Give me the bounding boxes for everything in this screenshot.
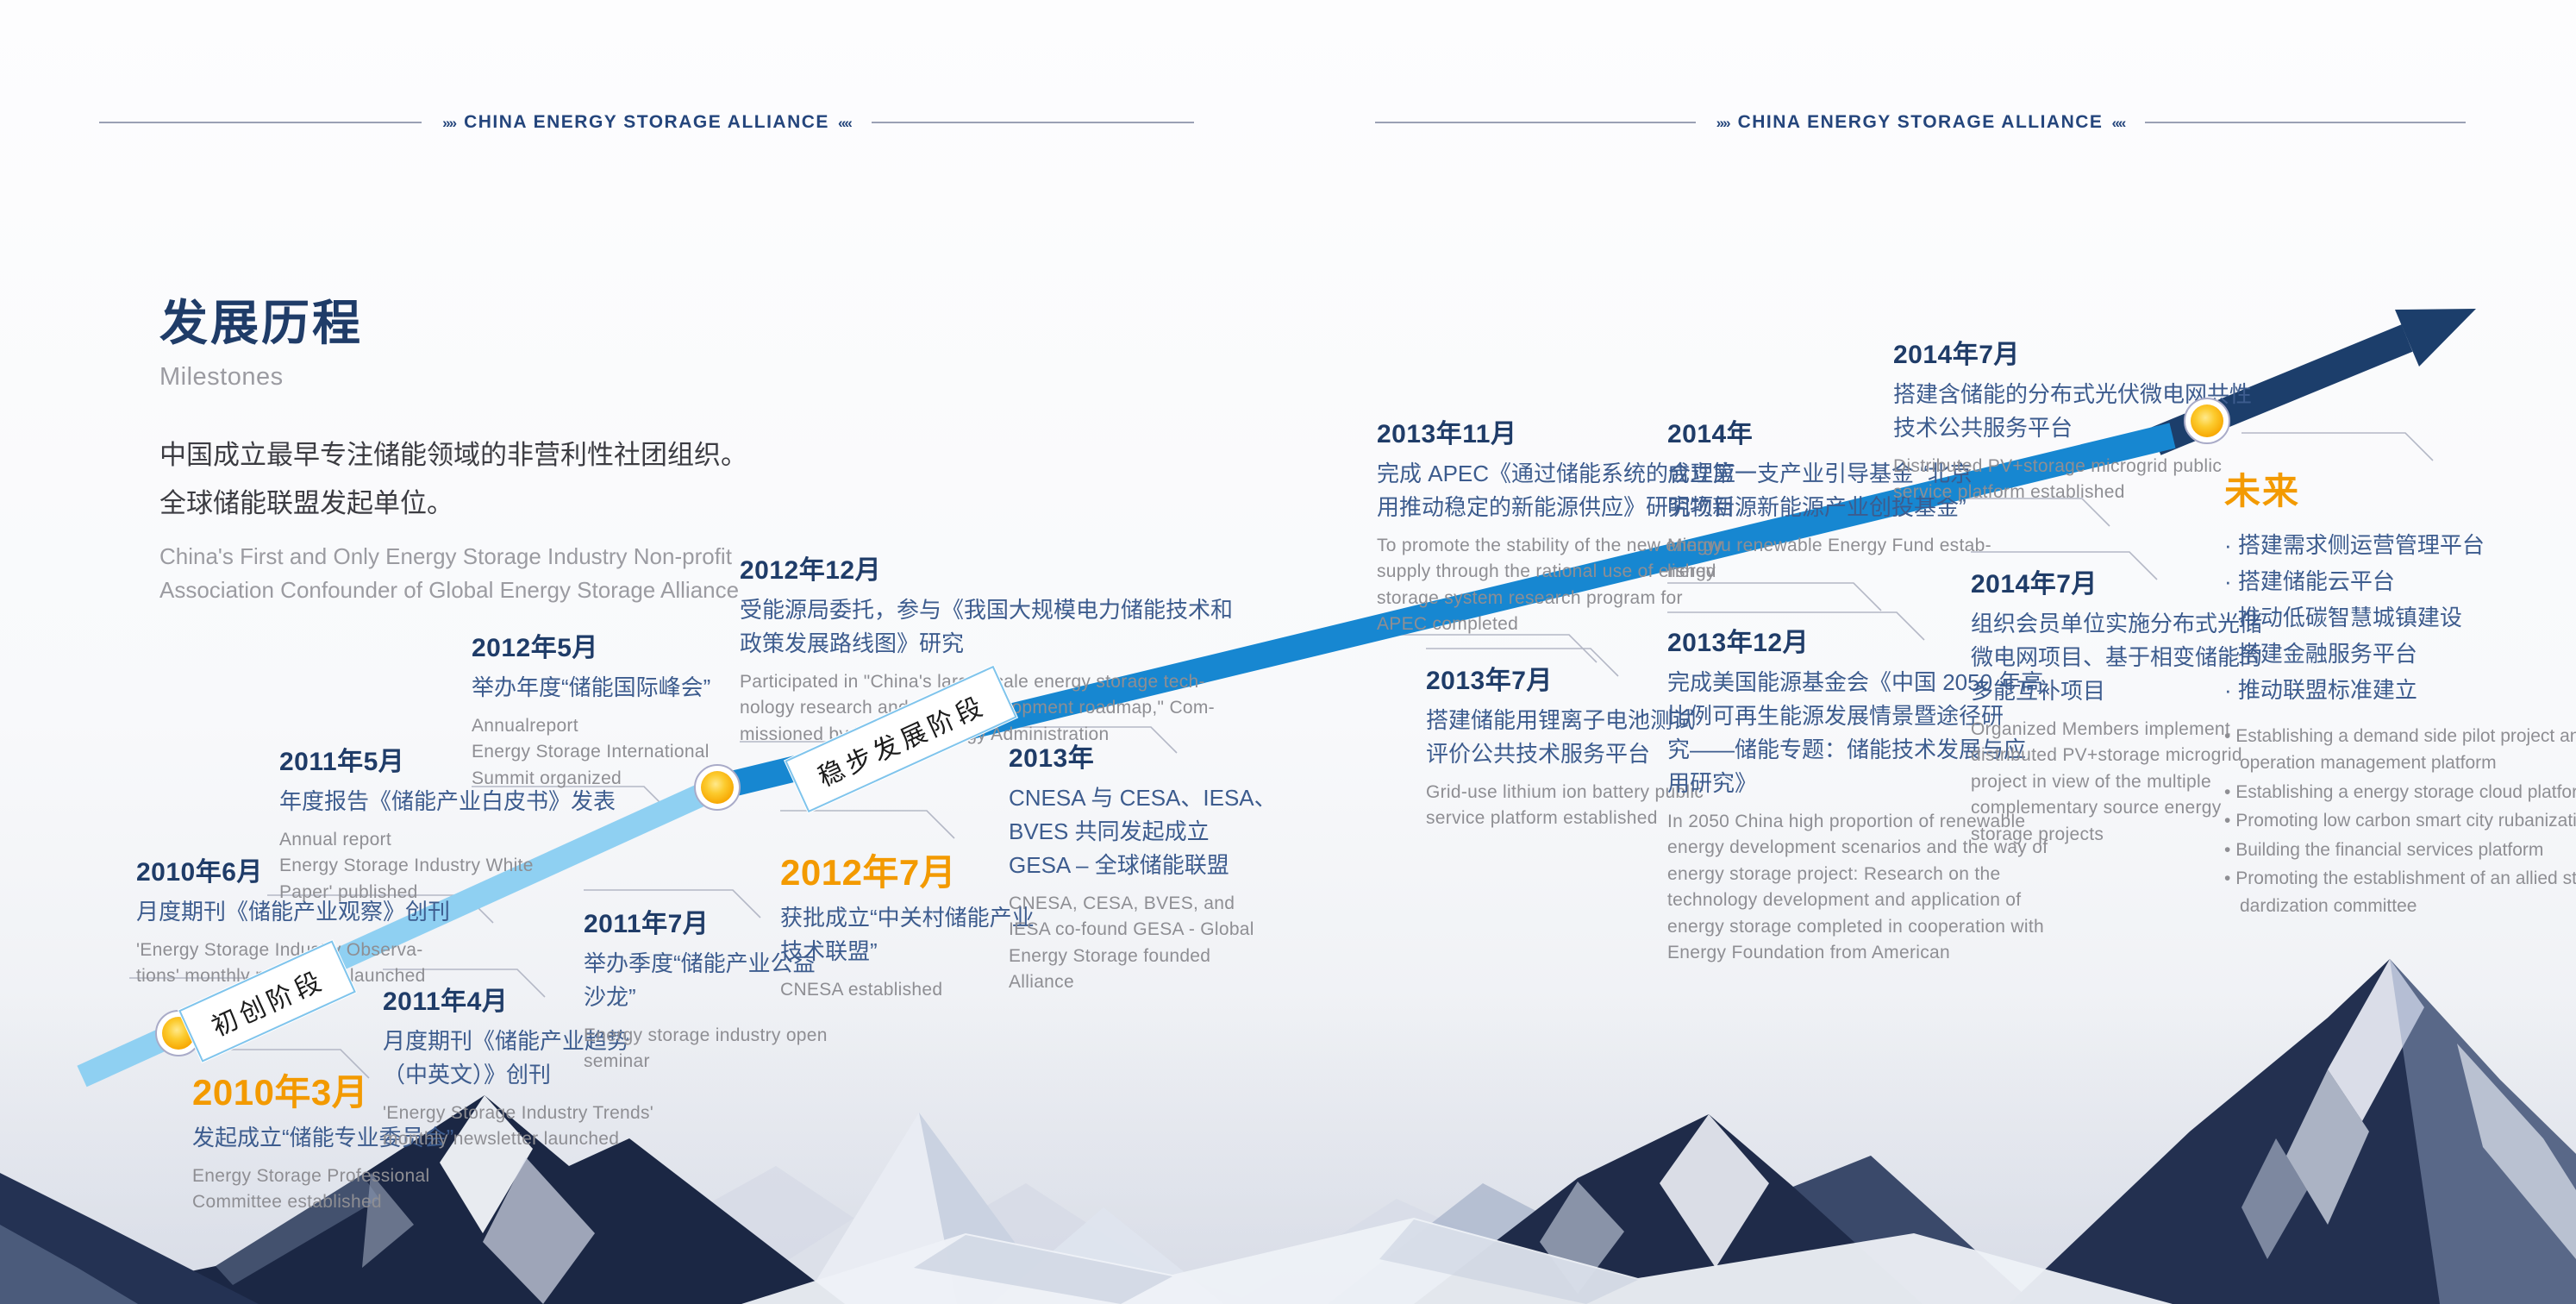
- milestone-en: CNESA established: [780, 980, 943, 1000]
- milestone-zh: 年度报告《储能产业白皮书》发表: [279, 788, 616, 814]
- milestone-en: 'Energy Storage Industry Trends' monthly…: [383, 1103, 654, 1150]
- milestone-2013-07: 2013年7月 搭建储能用锂离子电池测试 评价公共技术服务平台 Grid-use…: [1426, 659, 1754, 832]
- milestone-en: Annual report Energy Storage Industry Wh…: [279, 830, 534, 902]
- chevrons-left-icon: ««: [837, 115, 853, 131]
- chevrons-left-icon: ««: [2111, 115, 2126, 131]
- future-item: Promoting the establishment of an allied…: [2224, 865, 2576, 919]
- milestone-future: 未来 搭建需求侧运营管理平台 搭建储能云平台 推动低碳智慧城镇建设 搭建金融服务…: [2224, 462, 2576, 921]
- milestone-en: Mingwu renewable Energy Fund estab- lish…: [1667, 536, 1991, 582]
- milestone-en: Annualreport Energy Storage Internationa…: [472, 716, 710, 788]
- chevrons-right-icon: »»: [1716, 115, 1731, 131]
- header-rule: [2145, 122, 2466, 123]
- milestone-date: 2013年7月: [1426, 667, 1553, 695]
- milestone-zh: 搭建储能用锂离子电池测试 评价公共技术服务平台: [1426, 707, 1696, 767]
- milestone-date: 2011年5月: [279, 748, 405, 776]
- milestone-date: 2013年: [1009, 744, 1095, 773]
- page-subtitle: Milestones: [159, 363, 284, 391]
- milestone-2010-03: 2010年3月 发起成立“储能专业委员会” Energy Storage Pro…: [192, 1063, 520, 1216]
- milestone-date: 2014年: [1667, 420, 1754, 448]
- milestone-2013-12: 2013年12月 完成美国能源基金会《中国 2050 年高 比例可再生能源发展情…: [1667, 621, 2073, 967]
- milestone-en: Organized Members implement distributed …: [1971, 719, 2242, 844]
- future-title: 未来: [2224, 471, 2301, 511]
- future-item: Establishing a demand side pilot project…: [2224, 723, 2576, 777]
- milestone-zh: CNESA 与 CESA、IESA、 BVES 共同发起成立 GESA – 全球…: [1009, 785, 1277, 878]
- future-item: 推动低碳智慧城镇建设: [2224, 599, 2576, 636]
- future-zh-list: 搭建需求侧运营管理平台 搭建储能云平台 推动低碳智慧城镇建设 搭建金融服务平台 …: [2224, 527, 2576, 709]
- milestone-date: 2013年11月: [1377, 420, 1517, 448]
- milestone-zh: 发起成立“储能专业委员会”: [192, 1125, 454, 1150]
- milestone-date: 2014年7月: [1893, 341, 2020, 369]
- chevrons-right-icon: »»: [442, 115, 457, 131]
- milestone-date: 2010年3月: [192, 1072, 369, 1113]
- intro-block: 中国成立最早专注储能领域的非营利性社团组织。 全球储能联盟发起单位。 China…: [159, 431, 979, 607]
- future-item: 搭建需求侧运营管理平台: [2224, 527, 2576, 563]
- milestone-zh: 完成美国能源基金会《中国 2050 年高 比例可再生能源发展情景暨途径研 究——…: [1667, 669, 2044, 796]
- milestone-date: 2010年6月: [136, 858, 263, 887]
- milestone-2011-05: 2011年5月 年度报告《储能产业白皮书》发表 Annual report En…: [279, 740, 650, 906]
- milestone-2011-07: 2011年7月 举办季度“储能产业公益 沙龙” Energy storage i…: [584, 902, 877, 1075]
- milestone-zh: 举办年度“储能国际峰会”: [472, 674, 711, 700]
- page-title: 发展历程: [159, 296, 363, 350]
- page-title-block: 发展历程 Milestones: [159, 285, 363, 392]
- milestone-zh: 月度期刊《储能产业观察》创刊: [136, 899, 451, 925]
- future-item: Building the financial services platform: [2224, 837, 2576, 864]
- milestone-en: Distributed PV+storage microgrid public …: [1893, 456, 2223, 503]
- milestone-date: 2012年7月: [780, 852, 957, 893]
- foreground-snowfield: [741, 1218, 2173, 1304]
- arrowhead-icon: [2395, 309, 2476, 367]
- milestone-2012-07: 2012年7月 获批成立“中关村储能产业 技术联盟” CNESA establi…: [780, 843, 1073, 1003]
- milestone-2010-06: 2010年6月 月度期刊《储能产业观察》创刊 'Energy Storage I…: [136, 850, 481, 990]
- milestone-2013: 2013年 CNESA 与 CESA、IESA、 BVES 共同发起成立 GES…: [1009, 737, 1293, 996]
- future-item: 推动联盟标准建立: [2224, 672, 2576, 708]
- intro-zh: 中国成立最早专注储能领域的非营利性社团组织。 全球储能联盟发起单位。: [159, 440, 747, 518]
- milestone-en: In 2050 China high proportion of renewab…: [1667, 812, 2048, 963]
- milestone-zh: 搭建含储能的分布式光伏微电网共性 技术公共服务平台: [1893, 381, 2253, 441]
- milestone-date: 2011年4月: [383, 987, 509, 1016]
- milestone-en: CNESA, CESA, BVES, and IESA co-found GES…: [1009, 893, 1254, 993]
- milestone-2012-05: 2012年5月 举办年度“储能国际峰会” Annualreport Energy…: [472, 626, 782, 792]
- milestone-date: 2013年12月: [1667, 629, 1810, 657]
- milestone-2014: 2014年 成立第一支产业引导基金 “北京 明物新源新能源产业创投基金” Min…: [1667, 412, 2029, 586]
- future-item: 搭建金融服务平台: [2224, 636, 2576, 672]
- milestone-zh: 举办季度“储能产业公益 沙龙”: [584, 950, 816, 1010]
- milestone-zh: 获批成立“中关村储能产业 技术联盟”: [780, 905, 1035, 964]
- right-big-peak: [2009, 959, 2576, 1304]
- milestone-zh: 受能源局委托，参与《我国大规模电力储能技术和 政策发展路线图》研究: [740, 597, 1234, 656]
- milestone-date: 2012年5月: [472, 634, 598, 662]
- future-item: Promoting low carbon smart city rubaniza…: [2224, 807, 2576, 835]
- milestone-zh: 完成 APEC《通过储能系统的合理应 用推动稳定的新能源供应》研究项目: [1377, 461, 1736, 520]
- milestone-2011-04: 2011年4月 月度期刊《储能产业趋势 （中英文）》创刊 'Energy Sto…: [383, 980, 693, 1153]
- future-item: 搭建储能云平台: [2224, 563, 2576, 599]
- milestone-date: 2012年12月: [740, 556, 882, 585]
- header-rule: [1375, 122, 1696, 123]
- future-en-list: Establishing a demand side pilot project…: [2224, 723, 2576, 920]
- milestone-2013-11: 2013年11月 完成 APEC《通过储能系统的合理应 用推动稳定的新能源供应》…: [1377, 412, 1773, 638]
- header-right: »» CHINA ENERGY STORAGE ALLIANCE ««: [1375, 112, 2466, 133]
- milestone-date: 2011年7月: [584, 910, 710, 938]
- milestone-date: 2014年7月: [1971, 570, 2098, 599]
- milestone-en: Energy Storage Professional Committee es…: [192, 1166, 430, 1213]
- header-title: »» CHINA ENERGY STORAGE ALLIANCE ««: [442, 112, 853, 132]
- header-rule: [99, 122, 422, 123]
- milestone-en: Energy storage industry open seminar: [584, 1025, 828, 1072]
- milestone-en: To promote the stability of the new ener…: [1377, 536, 1723, 635]
- milestone-2014-07-members: 2014年7月 组织会员单位实施分布式光储 微电网项目、基于相变储能的 多能互补…: [1971, 562, 2281, 848]
- milestone-en: Grid-use lithium ion battery public serv…: [1426, 782, 1704, 829]
- milestone-node: [2184, 398, 2230, 444]
- milestone-zh: 月度期刊《储能产业趋势 （中英文）》创刊: [383, 1028, 630, 1088]
- left-dark-peak: [0, 1095, 845, 1304]
- milestone-2014-07-platform: 2014年7月 搭建含储能的分布式光伏微电网共性 技术公共服务平台 Distri…: [1893, 333, 2290, 506]
- milestone-node: [694, 764, 741, 811]
- milestone-zh: 组织会员单位实施分布式光储 微电网项目、基于相变储能的 多能互补项目: [1971, 611, 2263, 704]
- header-rule: [871, 122, 1194, 123]
- header-left: »» CHINA ENERGY STORAGE ALLIANCE ««: [99, 112, 1194, 133]
- intro-en: China's First and Only Energy Storage In…: [159, 542, 740, 603]
- future-item: Establishing a energy storage cloud plat…: [2224, 779, 2576, 806]
- milestone-zh: 成立第一支产业引导基金 “北京 明物新源新能源产业创投基金”: [1667, 461, 1973, 520]
- header-title: »» CHINA ENERGY STORAGE ALLIANCE ««: [1716, 112, 2127, 132]
- milestone-en: 'Energy Storage Industry Observa- tions'…: [136, 940, 426, 987]
